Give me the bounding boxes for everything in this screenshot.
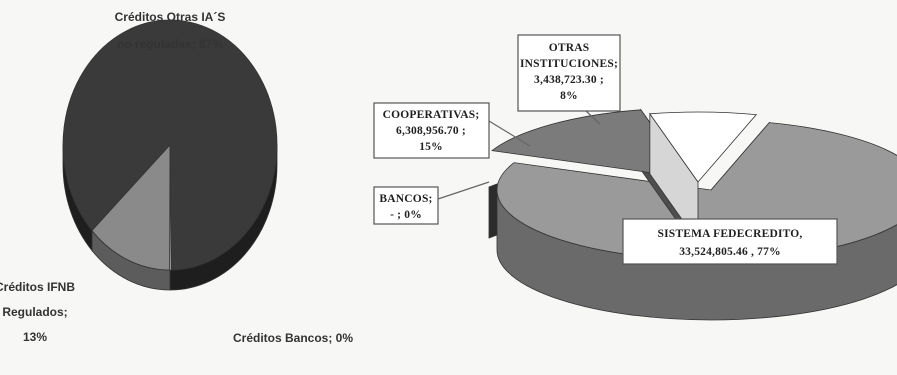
leader-otras-instituciones: [585, 110, 601, 125]
right-pie-chart: OTRAS INSTITUCIONES; 3,438,723.30 ; 8% C…: [373, 34, 897, 321]
left-pie-slice-creditos-ifnb-regulados: [91, 143, 171, 271]
right-label-sistema-fedecredito-line2: 33,524,805.46 , 77%: [679, 246, 781, 258]
right-label-otras-instituciones-line1: OTRAS: [549, 42, 590, 54]
right-pie-slice-otras-instituciones: [649, 111, 758, 183]
leader-cooperativas: [488, 120, 531, 147]
left-pie-chart: Créditos Otras IA´S no reguladas; 87% Cr…: [0, 10, 353, 345]
right-label-otras-instituciones: OTRAS INSTITUCIONES; 3,438,723.30 ; 8%: [517, 34, 621, 112]
right-label-otras-instituciones-line3: 3,438,723.30 ;: [534, 74, 604, 86]
left-label-otras-ias-line2: no reguladas; 87%: [117, 37, 223, 51]
right-label-otras-instituciones-box: [517, 34, 621, 112]
left-label-bancos-line1: Créditos Bancos; 0%: [233, 331, 353, 345]
right-label-otras-instituciones-line2: INSTITUCIONES;: [520, 58, 618, 70]
right-label-cooperativas-line3: 15%: [419, 141, 443, 153]
left-label-ifnb: Créditos IFNB Regulados; 13%: [0, 280, 75, 344]
right-label-sistema-fedecredito-box: [622, 218, 838, 265]
left-label-otras-ias-line1: Créditos Otras IA´S: [115, 10, 226, 24]
right-label-cooperativas-line1: COOPERATIVAS;: [383, 109, 480, 121]
right-pie-slice-bancos: [488, 183, 498, 239]
right-label-cooperativas: COOPERATIVAS; 6,308,956.70 ; 15%: [373, 102, 490, 159]
left-label-otras-ias: Créditos Otras IA´S no reguladas; 87%: [115, 10, 226, 51]
right-label-bancos-line1: BANCOS;: [379, 193, 432, 205]
right-pie-slice-cooperativas: [491, 109, 690, 179]
right-label-sistema-fedecredito-line1: SISTEMA FEDECREDITO,: [657, 228, 802, 240]
right-label-bancos-line2: - ; 0%: [390, 209, 422, 221]
right-label-bancos-box: [373, 186, 439, 225]
right-label-otras-instituciones-line4: 8%: [560, 90, 578, 102]
right-label-sistema-fedecredito: SISTEMA FEDECREDITO, 33,524,805.46 , 77%: [622, 218, 838, 265]
left-label-ifnb-line2: Regulados;: [2, 305, 67, 319]
right-label-cooperativas-box: [373, 102, 490, 159]
right-label-cooperativas-line2: 6,308,956.70 ;: [396, 125, 466, 137]
left-label-bancos: Créditos Bancos; 0%: [233, 331, 353, 345]
left-pie-slice-creditos-bancos: [169, 144, 172, 271]
right-label-bancos: BANCOS; - ; 0%: [373, 186, 439, 225]
left-label-ifnb-line3: 13%: [23, 330, 47, 344]
left-pie-slice-creditos-otras-ia-s-no-reguladas: [62, 19, 278, 271]
left-label-ifnb-line1: Créditos IFNB: [0, 280, 75, 294]
leader-bancos: [437, 181, 490, 200]
